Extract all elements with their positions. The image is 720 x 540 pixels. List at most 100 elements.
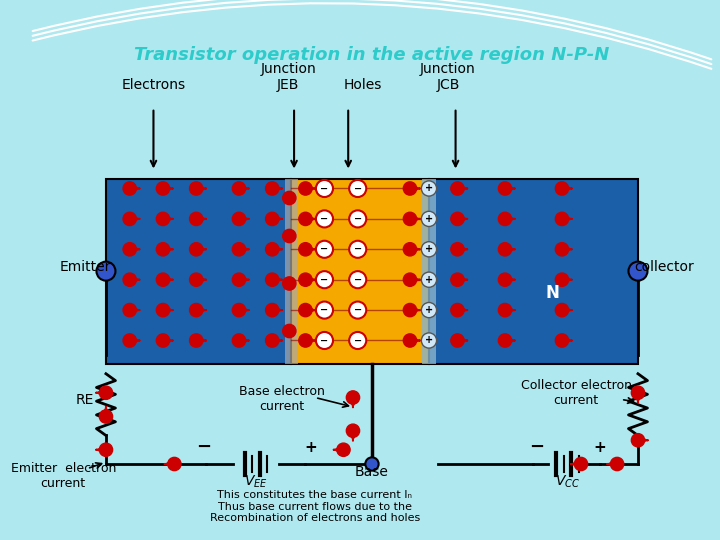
- Text: $V_{CC}$: $V_{CC}$: [555, 474, 580, 490]
- Circle shape: [266, 334, 279, 347]
- Circle shape: [421, 302, 436, 318]
- Text: +: +: [593, 440, 606, 455]
- Circle shape: [123, 242, 136, 256]
- Circle shape: [451, 273, 464, 286]
- Text: −: −: [354, 275, 361, 285]
- Circle shape: [266, 242, 279, 256]
- Circle shape: [189, 212, 203, 226]
- Circle shape: [575, 457, 588, 471]
- Circle shape: [123, 273, 136, 286]
- Circle shape: [346, 391, 359, 404]
- Circle shape: [123, 212, 136, 226]
- Circle shape: [349, 301, 366, 319]
- Circle shape: [403, 242, 417, 256]
- Text: −: −: [354, 244, 361, 254]
- Text: −: −: [320, 275, 328, 285]
- Text: Collector electron
current: Collector electron current: [521, 379, 631, 407]
- Circle shape: [156, 273, 170, 286]
- Circle shape: [189, 242, 203, 256]
- Circle shape: [99, 386, 112, 400]
- Circle shape: [233, 334, 246, 347]
- Circle shape: [498, 303, 512, 317]
- Circle shape: [629, 262, 647, 281]
- Circle shape: [316, 180, 333, 197]
- Text: −: −: [354, 184, 361, 193]
- Circle shape: [156, 182, 170, 195]
- Circle shape: [498, 212, 512, 226]
- Circle shape: [498, 182, 512, 195]
- Text: +: +: [425, 335, 433, 346]
- Circle shape: [403, 212, 417, 226]
- Circle shape: [316, 211, 333, 227]
- Circle shape: [156, 334, 170, 347]
- Circle shape: [498, 334, 512, 347]
- Bar: [291, 179, 429, 364]
- Text: Junction
JEB: Junction JEB: [261, 62, 316, 92]
- Circle shape: [498, 273, 512, 286]
- Circle shape: [156, 242, 170, 256]
- Circle shape: [349, 241, 366, 258]
- Circle shape: [266, 212, 279, 226]
- Text: +: +: [425, 244, 433, 254]
- Circle shape: [299, 334, 312, 347]
- Circle shape: [349, 211, 366, 227]
- Circle shape: [451, 334, 464, 347]
- Circle shape: [555, 242, 569, 256]
- Circle shape: [349, 271, 366, 288]
- Circle shape: [283, 277, 296, 290]
- Circle shape: [555, 334, 569, 347]
- Circle shape: [99, 410, 112, 423]
- Bar: [106, 179, 291, 364]
- Circle shape: [403, 182, 417, 195]
- Circle shape: [498, 242, 512, 256]
- Text: −: −: [320, 184, 328, 193]
- Text: +: +: [425, 184, 433, 193]
- Circle shape: [631, 434, 644, 447]
- Circle shape: [189, 303, 203, 317]
- Circle shape: [555, 303, 569, 317]
- Circle shape: [349, 180, 366, 197]
- Circle shape: [555, 182, 569, 195]
- Circle shape: [421, 211, 436, 226]
- Circle shape: [233, 242, 246, 256]
- Circle shape: [611, 457, 624, 471]
- Text: −: −: [197, 437, 212, 456]
- Circle shape: [421, 272, 436, 287]
- Circle shape: [233, 273, 246, 286]
- Circle shape: [631, 386, 644, 400]
- Circle shape: [283, 325, 296, 338]
- Text: Junction
JCB: Junction JCB: [420, 62, 476, 92]
- Circle shape: [451, 303, 464, 317]
- Circle shape: [123, 334, 136, 347]
- Text: −: −: [354, 335, 361, 346]
- Text: +: +: [425, 275, 433, 285]
- Circle shape: [316, 241, 333, 258]
- Text: −: −: [320, 214, 328, 224]
- Circle shape: [283, 191, 296, 205]
- Text: −: −: [354, 214, 361, 224]
- Circle shape: [421, 333, 436, 348]
- Circle shape: [403, 334, 417, 347]
- Text: −: −: [320, 305, 328, 315]
- Circle shape: [299, 273, 312, 286]
- Circle shape: [156, 303, 170, 317]
- Circle shape: [233, 303, 246, 317]
- Text: +: +: [425, 214, 433, 224]
- Circle shape: [266, 303, 279, 317]
- Circle shape: [421, 181, 436, 196]
- Text: N: N: [546, 284, 559, 302]
- Circle shape: [451, 242, 464, 256]
- Bar: [423, 179, 436, 364]
- Circle shape: [233, 212, 246, 226]
- Circle shape: [555, 212, 569, 226]
- Circle shape: [299, 212, 312, 226]
- Circle shape: [233, 182, 246, 195]
- Circle shape: [451, 212, 464, 226]
- Text: $V_{EE}$: $V_{EE}$: [244, 474, 268, 490]
- Circle shape: [266, 182, 279, 195]
- Circle shape: [316, 301, 333, 319]
- Text: −: −: [528, 437, 544, 456]
- Circle shape: [99, 443, 112, 456]
- Circle shape: [555, 273, 569, 286]
- Text: This constitutes the base current Iₙ
Thus base current flows due to the
Recombin: This constitutes the base current Iₙ Thu…: [210, 490, 420, 523]
